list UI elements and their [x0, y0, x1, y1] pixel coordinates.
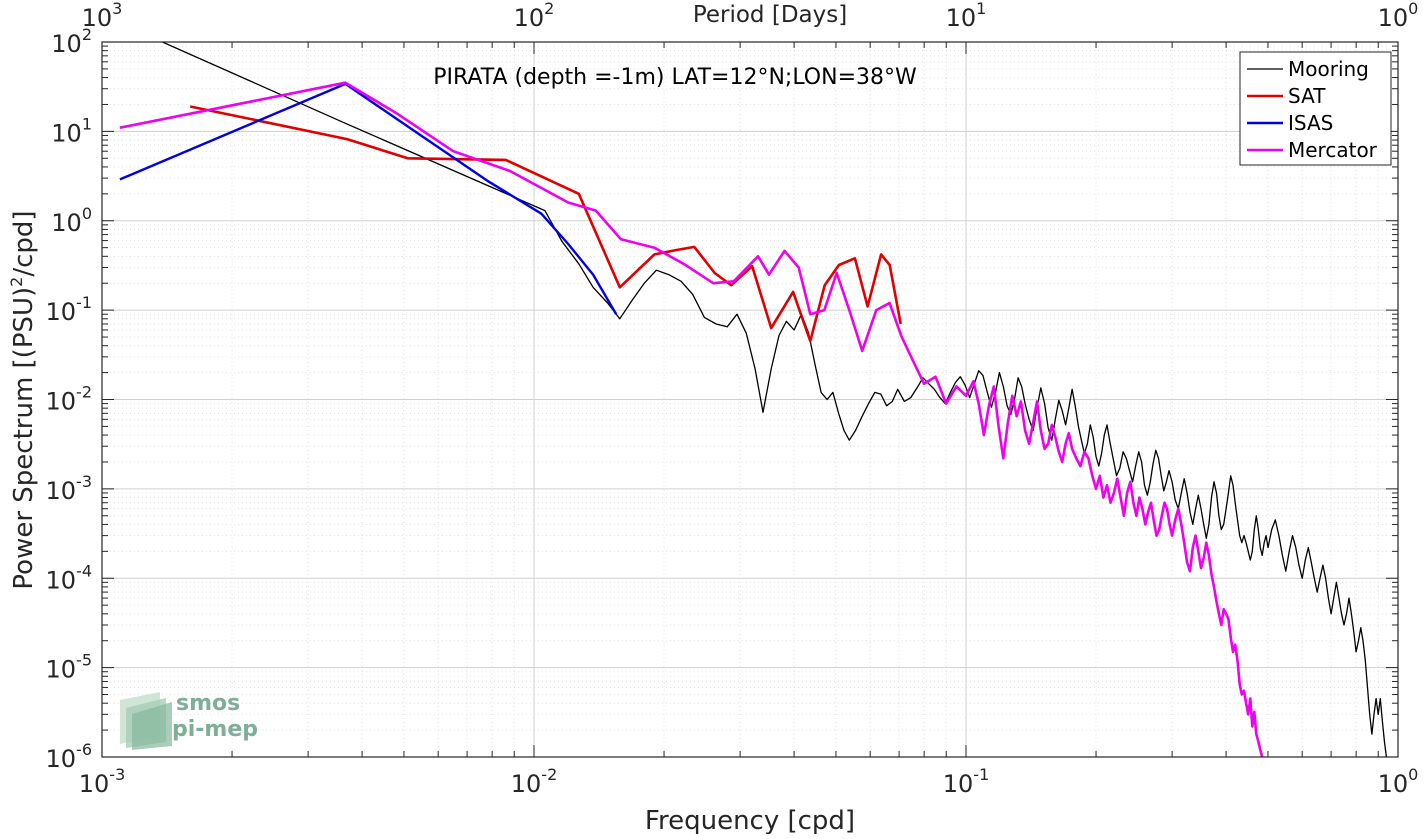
- y-tick-label-exp: -3: [76, 472, 92, 491]
- top-axis-label: Period [Days]: [693, 2, 847, 28]
- y-tick-label-base: 10: [51, 30, 82, 58]
- logo-line2: pi-mep: [172, 717, 258, 742]
- y-tick-label: 10-4: [46, 561, 93, 594]
- top-tick-label: 102: [514, 0, 555, 32]
- y-axis-label-sup: 2: [7, 277, 26, 287]
- y-tick-label: 102: [51, 25, 92, 58]
- legend-label-isas: ISAS: [1288, 111, 1333, 135]
- legend: Mooring SAT ISAS Mercator: [1239, 51, 1392, 166]
- y-tick-label-exp: -1: [76, 293, 92, 312]
- top-tick-label-exp: 0: [1408, 0, 1418, 18]
- tick-marks: [101, 41, 1399, 758]
- x-axis-label: Frequency [cpd]: [645, 806, 855, 834]
- y-tick-label: 10-1: [46, 293, 93, 326]
- top-tick-label-base: 10: [514, 4, 545, 32]
- y-tick-label-base: 10: [46, 656, 77, 684]
- y-axis-label-main: Power Spectrum [(PSU): [9, 287, 39, 590]
- x-tick-label-base: 10: [943, 770, 974, 798]
- smos-pi-mep-logo: smos pi-mep: [120, 691, 258, 750]
- series-line-mooring: [162, 42, 1388, 757]
- legend-label-mercator: Mercator: [1288, 138, 1378, 162]
- legend-label-sat: SAT: [1288, 84, 1326, 108]
- top-tick-label-base: 10: [1378, 4, 1409, 32]
- y-axis-label-tail: /cpd]: [9, 210, 39, 276]
- y-tick-label: 10-3: [46, 472, 93, 505]
- x-tick-label-base: 10: [79, 770, 110, 798]
- x-tick-label-exp: -1: [973, 765, 989, 784]
- y-tick-label-exp: -6: [76, 740, 92, 759]
- series-layer: [119, 42, 1388, 757]
- x-tick-labels: 10-3 10-2 10-1 100: [79, 765, 1419, 798]
- y-tick-label-exp: 0: [82, 204, 92, 223]
- y-tick-label: 10-2: [46, 383, 93, 416]
- y-tick-label: 10-6: [46, 740, 93, 773]
- y-tick-label-base: 10: [46, 477, 77, 505]
- top-tick-labels: 103 102 101 100: [82, 0, 1419, 32]
- x-tick-label-exp: 0: [1408, 765, 1418, 784]
- x-tick-label-exp: -3: [109, 765, 125, 784]
- y-tick-label-base: 10: [51, 209, 82, 237]
- top-tick-label-base: 10: [946, 4, 977, 32]
- y-tick-label: 10-5: [46, 651, 93, 684]
- y-tick-label-exp: -2: [76, 383, 92, 402]
- top-tick-label: 100: [1378, 0, 1419, 32]
- top-tick-label: 101: [946, 0, 987, 32]
- series-line-sat: [189, 105, 902, 343]
- legend-label-mooring: Mooring: [1288, 57, 1369, 81]
- top-tick-label: 103: [82, 0, 123, 32]
- y-tick-label-exp: 1: [82, 114, 92, 133]
- x-tick-label-base: 10: [1378, 770, 1409, 798]
- y-tick-label-exp: -4: [76, 561, 92, 580]
- y-tick-label-base: 10: [46, 745, 77, 773]
- logo-line1: smos: [176, 691, 240, 716]
- x-tick-label: 10-3: [79, 765, 126, 798]
- y-tick-label-base: 10: [46, 566, 77, 594]
- x-tick-label: 10-1: [943, 765, 990, 798]
- top-tick-label-base: 10: [82, 4, 113, 32]
- chart-title: PIRATA (depth =-1m) LAT=12°N;LON=38°W: [433, 65, 917, 90]
- x-tick-label-exp: -2: [541, 765, 557, 784]
- legend-box: [1239, 51, 1392, 166]
- y-tick-label: 100: [51, 204, 92, 237]
- y-tick-label: 101: [51, 114, 92, 147]
- top-tick-label-exp: 1: [976, 0, 986, 18]
- x-tick-label: 10-2: [511, 765, 558, 798]
- series-line-mercator: [119, 81, 1264, 757]
- y-axis-label: Power Spectrum [(PSU)2/cpd]: [7, 210, 39, 589]
- y-tick-label-exp: -5: [76, 651, 92, 670]
- top-tick-label-exp: 2: [544, 0, 554, 18]
- x-tick-label-base: 10: [511, 770, 542, 798]
- y-tick-label-exp: 2: [82, 25, 92, 44]
- x-tick-label: 100: [1378, 765, 1419, 798]
- y-tick-label-base: 10: [46, 388, 77, 416]
- y-tick-label-base: 10: [51, 119, 82, 147]
- top-tick-label-exp: 3: [112, 0, 122, 18]
- y-tick-label-base: 10: [46, 298, 77, 326]
- logo-emblem: [120, 692, 172, 750]
